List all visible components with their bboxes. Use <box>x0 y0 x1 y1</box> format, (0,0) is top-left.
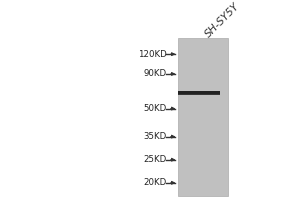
Text: 20KD: 20KD <box>143 178 166 187</box>
Text: 35KD: 35KD <box>143 132 166 141</box>
Text: SH-SY5Y: SH-SY5Y <box>204 1 242 39</box>
Text: 120KD: 120KD <box>138 50 167 59</box>
Bar <box>178 91 220 95</box>
Bar <box>178 94 220 95</box>
Text: 90KD: 90KD <box>143 69 167 78</box>
Text: 50KD: 50KD <box>143 104 166 113</box>
Text: 25KD: 25KD <box>143 155 166 164</box>
Bar <box>178 38 228 196</box>
